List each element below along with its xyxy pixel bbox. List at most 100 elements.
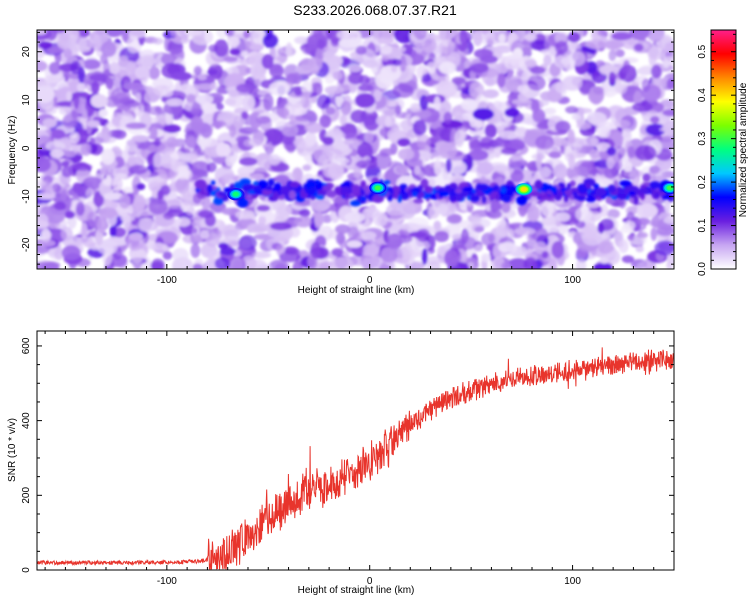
heatmap-cell [363, 59, 379, 69]
heatmap-cell [498, 33, 506, 44]
heatmap-cell [339, 114, 347, 127]
heatmap-cell [197, 74, 207, 81]
heatmap-cell [395, 164, 408, 175]
heatmap-cell [621, 255, 635, 264]
heatmap-cell [477, 183, 489, 191]
heatmap-cell [256, 264, 272, 269]
heatmap-cell [541, 200, 555, 217]
heatmap-cell [51, 183, 62, 194]
heatmap-cell [438, 61, 456, 75]
heatmap-cell [160, 53, 177, 66]
heatmap-cell [37, 179, 47, 187]
heatmap-cell [200, 229, 210, 239]
heatmap-cell [667, 78, 674, 90]
heatmap-cell [322, 50, 335, 59]
heatmap-cell [256, 115, 271, 124]
heatmap-cell [45, 105, 57, 115]
heatmap-cell [649, 220, 667, 228]
x-tick-label: -100 [157, 275, 177, 286]
heatmap-cell [555, 40, 569, 55]
heatmap-cell [190, 160, 211, 176]
heatmap-cell [152, 37, 164, 45]
heatmap-cell [268, 81, 290, 96]
heatmap-cell [243, 138, 263, 148]
heatmap-cell [536, 166, 552, 179]
heatmap-cell [325, 106, 336, 116]
heatmap-cell [350, 109, 367, 124]
heatmap-cell [281, 123, 299, 137]
heatmap-cell [274, 262, 287, 269]
heatmap-cell [308, 186, 316, 196]
heatmap-cell [193, 65, 202, 76]
heatmap-cell [449, 182, 458, 189]
heatmap-cell [292, 260, 303, 269]
heatmap-cell [412, 119, 427, 136]
heatmap-cell [235, 210, 255, 220]
heatmap-cell [636, 203, 658, 219]
heatmap-cell [261, 54, 274, 70]
heatmap-cell [347, 64, 362, 73]
heatmap-cell [386, 233, 403, 250]
heatmap-cell [224, 255, 246, 269]
heatmap-cell [260, 188, 273, 196]
heatmap-cell [575, 259, 587, 269]
heatmap-cell [649, 165, 660, 174]
heatmap-cell [324, 55, 342, 70]
heatmap-cell [182, 234, 200, 244]
heatmap-cell [228, 89, 239, 97]
heatmap-cell [541, 251, 549, 259]
heatmap-cell [260, 158, 271, 171]
snr-xlabel: Height of straight line (km) [298, 585, 415, 596]
heatmap-cell [285, 73, 299, 85]
x-tick-label: 0 [367, 576, 373, 587]
heatmap-cell [604, 40, 624, 50]
heatmap-cell [400, 43, 414, 56]
heatmap-cell [227, 36, 241, 48]
heatmap-cell [473, 48, 494, 59]
heatmap-cell [223, 229, 242, 237]
heatmap-cell [45, 141, 66, 152]
heatmap-cell [541, 185, 546, 192]
heatmap-cell [473, 244, 483, 252]
heatmap-cell [379, 264, 392, 269]
heatmap-cell [258, 215, 266, 226]
heatmap-cell [577, 185, 589, 194]
heatmap-cell [256, 204, 271, 212]
heatmap-cell [597, 241, 614, 254]
heatmap-cell [619, 188, 626, 195]
heatmap-cell [229, 124, 237, 138]
heatmap-cell [304, 122, 323, 134]
heatmap-cell [357, 142, 374, 159]
y-tick-label: 10 [21, 94, 32, 106]
heatmap-cell [566, 152, 587, 159]
heatmap-cell [246, 223, 269, 234]
heatmap-cell [70, 60, 81, 75]
heatmap-cell [246, 194, 253, 199]
heatmap-cell [90, 136, 104, 145]
heatmap-cell [130, 30, 145, 37]
heatmap-cell [75, 258, 91, 268]
heatmap-cell [316, 94, 331, 110]
heatmap-cell [263, 93, 274, 112]
heatmap-cell [289, 226, 301, 238]
heatmap-cell [285, 42, 293, 57]
heatmap-cell [302, 164, 312, 171]
heatmap-cell [662, 109, 674, 117]
heatmap-cell [576, 122, 592, 130]
heatmap-cell [101, 148, 115, 165]
heatmap-cell [328, 163, 345, 178]
heatmap-cell [385, 115, 392, 128]
heatmap-cell [80, 143, 92, 156]
heatmap-cell [335, 232, 345, 245]
heatmap-cell [508, 154, 524, 169]
y-tick-label: 400 [21, 412, 32, 429]
heatmap-cell [662, 59, 670, 68]
colorbar-gradient [711, 30, 736, 269]
heatmap-cell [61, 139, 79, 158]
heatmap-cell [317, 38, 326, 50]
heatmap-cell [79, 196, 86, 204]
heatmap-cell [75, 201, 85, 216]
heatmap-cell [421, 248, 428, 265]
heatmap-cell [633, 195, 639, 205]
